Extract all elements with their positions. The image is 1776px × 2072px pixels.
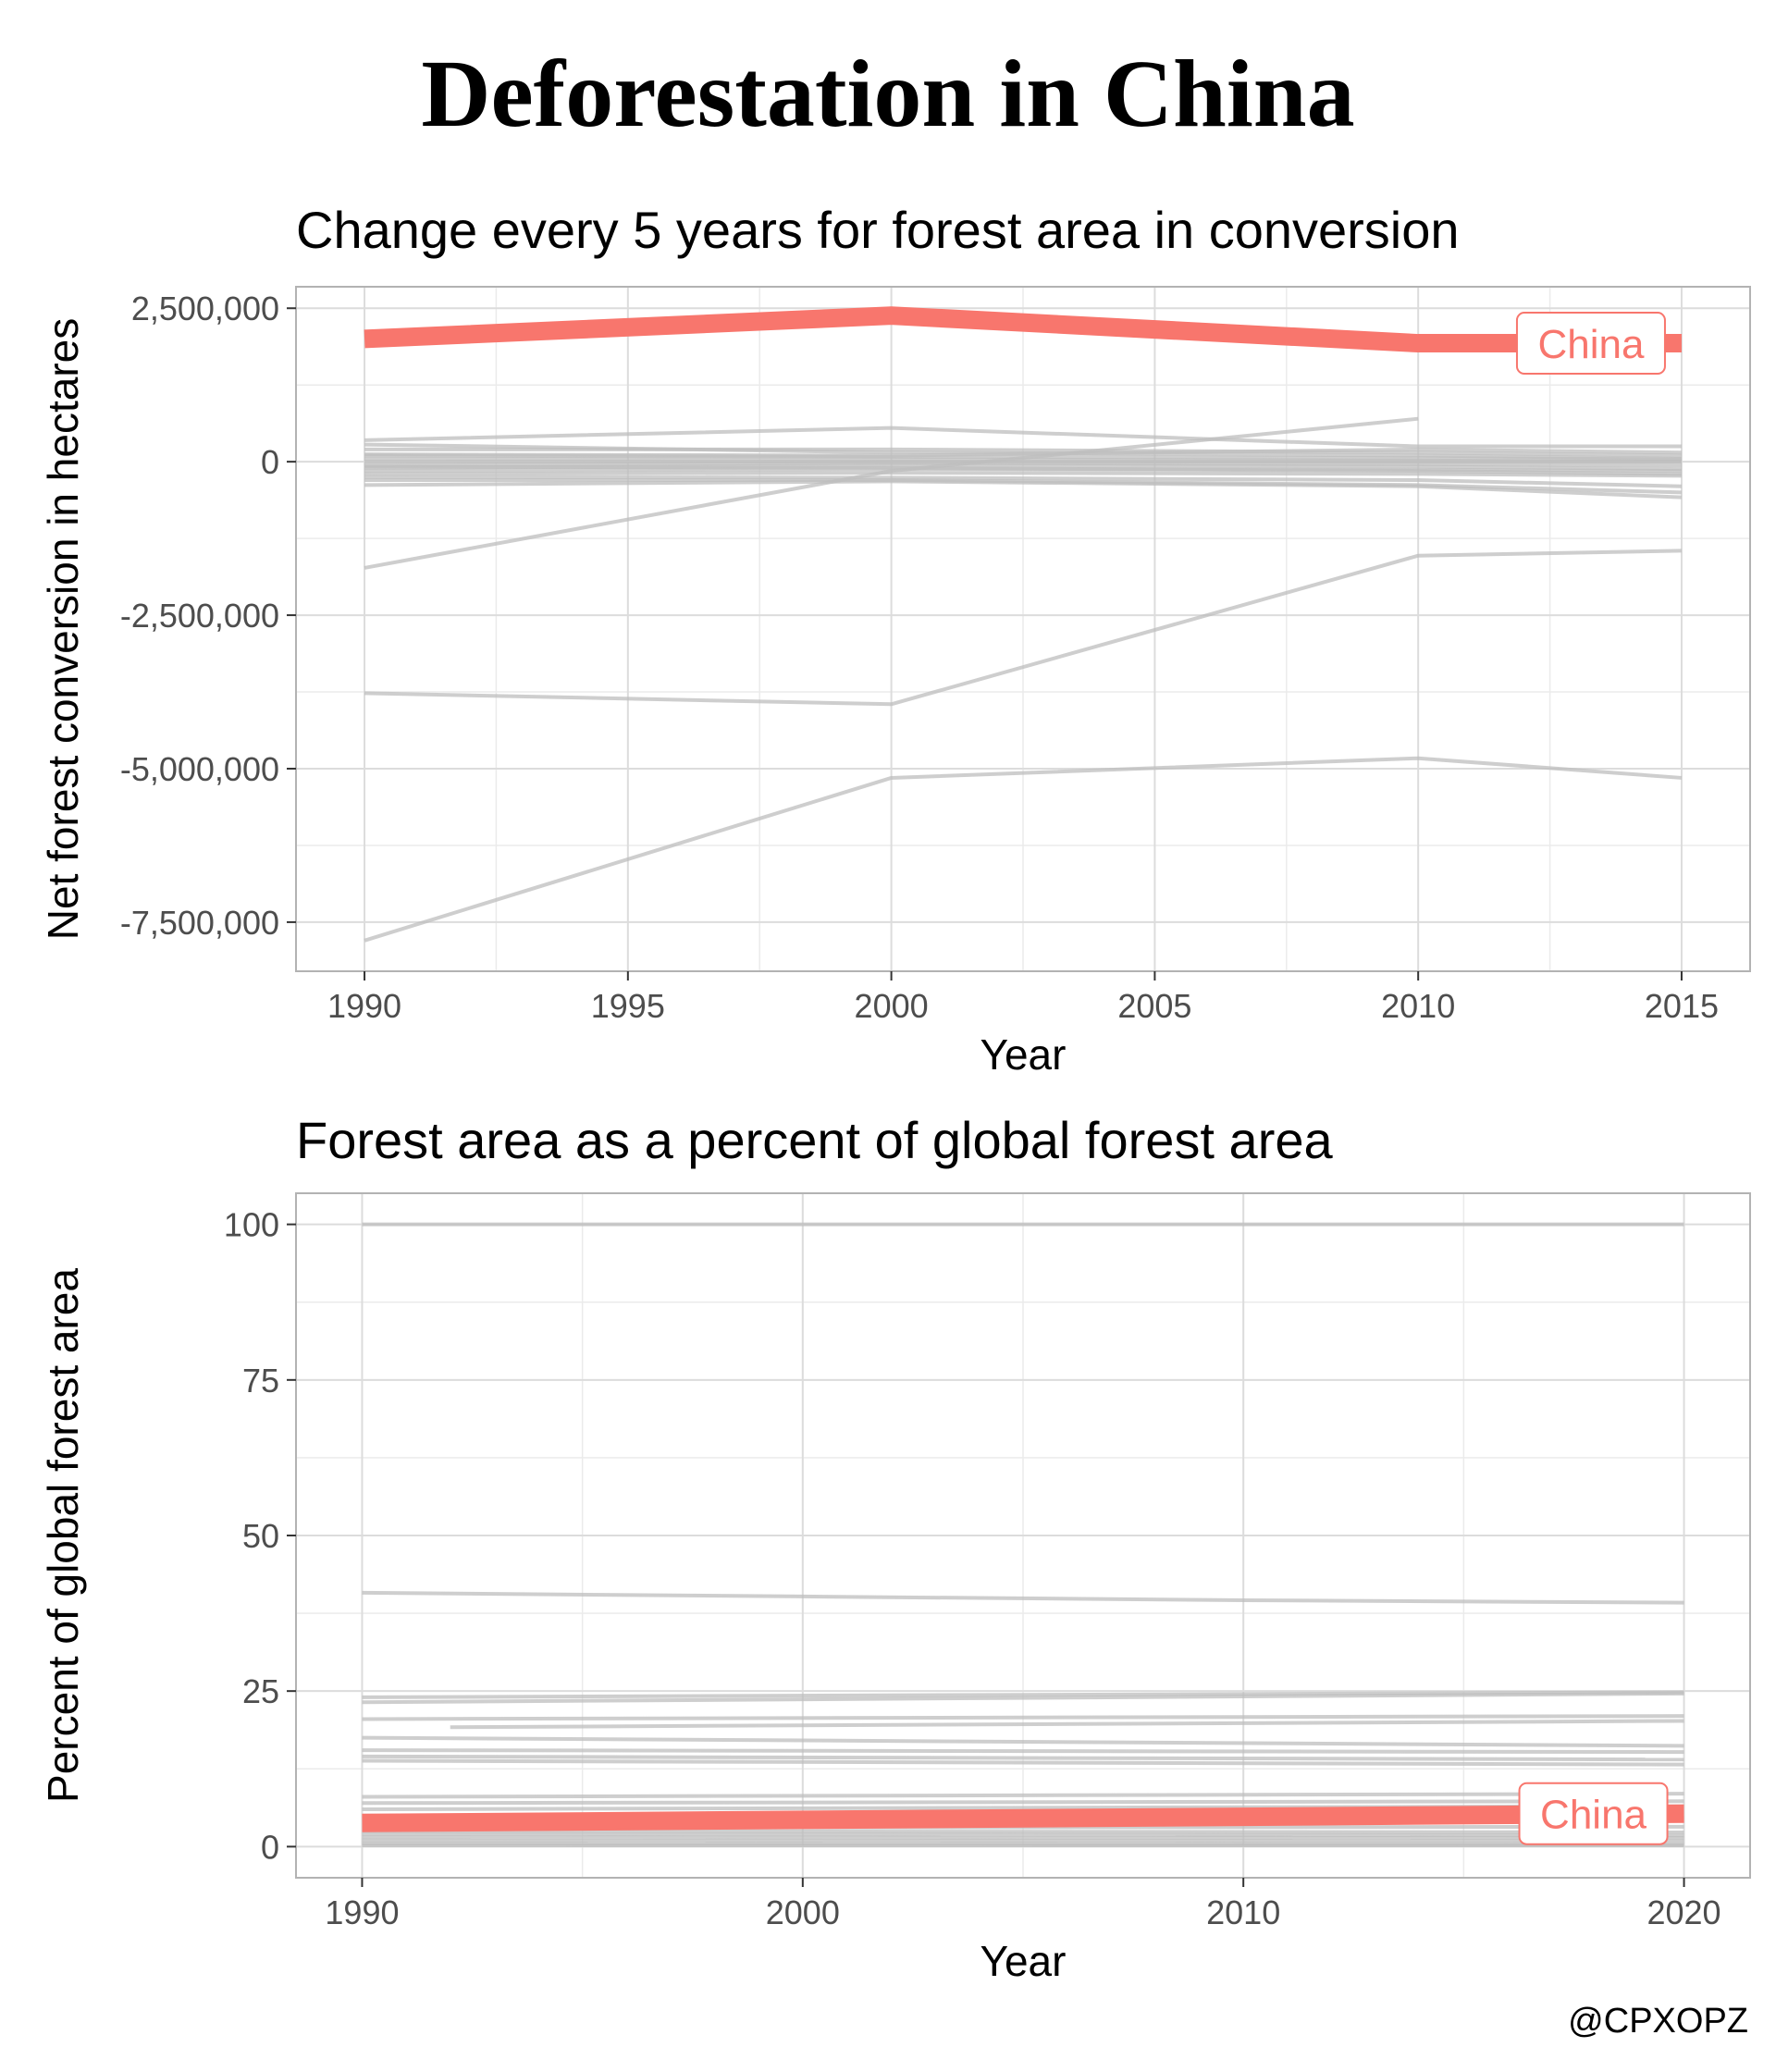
x-tick-label: 2005 [1117,987,1191,1025]
axes: -7,500,000 -5,000,000 -2,500,000 0 2,500,000… [120,290,1719,1025]
page-title: Deforestation in China [421,41,1355,147]
x-tick-label: 1990 [325,1893,399,1931]
series-line-other [364,426,1682,449]
y-tick-label: 2,500,000 [131,290,279,327]
series-line-other [362,1799,1684,1806]
series-label-china: China [1515,312,1666,376]
series-line-other [364,447,1682,458]
x-tick-label: 2015 [1645,987,1719,1025]
y-tick-label: 25 [242,1672,279,1710]
x-axis-title: Year [980,1030,1067,1079]
series-line-other [362,1590,1684,1605]
y-tick-label: 75 [242,1362,279,1400]
series-line-other [364,756,1683,943]
chart-2-title: Forest area as a percent of global fores… [296,1111,1333,1169]
x-tick-label: 2010 [1381,987,1455,1025]
y-tick-label: -7,500,000 [120,904,279,942]
x-tick-label: 2020 [1646,1893,1720,1931]
gridlines [296,1193,1750,1878]
series-line-other [364,549,1682,707]
series-line-other [362,1838,1684,1844]
credit-label: @CPXOPZ [1568,2002,1748,2041]
axes: 0 25 50 75 100 1990 2000 2010 2020 [224,1206,1721,1931]
series-line-other [364,464,1682,476]
y-axis-title: Percent of global forest area [39,1268,87,1803]
series-line-other [362,1735,1684,1748]
y-tick-label: -5,000,000 [120,750,279,788]
series-label-box [1518,1782,1669,1845]
x-tick-label: 1995 [591,987,665,1025]
y-tick-label: 0 [261,443,279,481]
series-line-other [364,461,1682,468]
y-tick-label: -2,500,000 [120,597,279,635]
series-line-other [364,471,1682,478]
series-line-other [450,1719,1684,1730]
series-line-other [364,475,1683,488]
y-tick-label: 100 [224,1206,279,1244]
x-tick-label: 1990 [327,987,401,1025]
percent-line-chart: China 0 25 50 75 100 1990 2000 2010 2020 Year Perce… [39,1192,1751,1985]
x-tick-label: 2000 [855,987,929,1025]
y-tick-label: 50 [242,1517,279,1555]
series-line-china [362,1804,1684,1832]
series-label-text: China [1537,322,1644,367]
series-line-other [362,1690,1684,1699]
series-line-other [362,1758,1684,1767]
y-axis-title: Net forest conversion in hectares [39,318,87,940]
x-tick-label: 2000 [766,1893,840,1931]
series-label-box [1515,312,1666,376]
series-line-other [364,479,1683,500]
series-line-other [362,1748,1684,1755]
other-series [364,416,1683,943]
x-tick-label: 2010 [1206,1893,1280,1931]
series-line-other [362,1832,1684,1838]
series-line-other [362,1835,1684,1840]
series-label-text: China [1540,1793,1646,1838]
series-line-other [362,1691,1684,1705]
plot-panel-border [295,286,1751,972]
chart-1-title: Change every 5 years for forest area in … [296,201,1460,259]
conversion-line-chart: China -7,500,000 -5,000,000 -2,500,000 0 2,50… [39,286,1751,1079]
gridlines [296,287,1750,971]
x-axis-title: Year [980,1937,1067,1985]
series-line-other [362,1714,1684,1721]
series-line-other [362,1754,1684,1762]
y-tick-label: 0 [261,1828,279,1866]
series-line-other [362,1792,1684,1799]
series-label-china: China [1518,1782,1669,1845]
